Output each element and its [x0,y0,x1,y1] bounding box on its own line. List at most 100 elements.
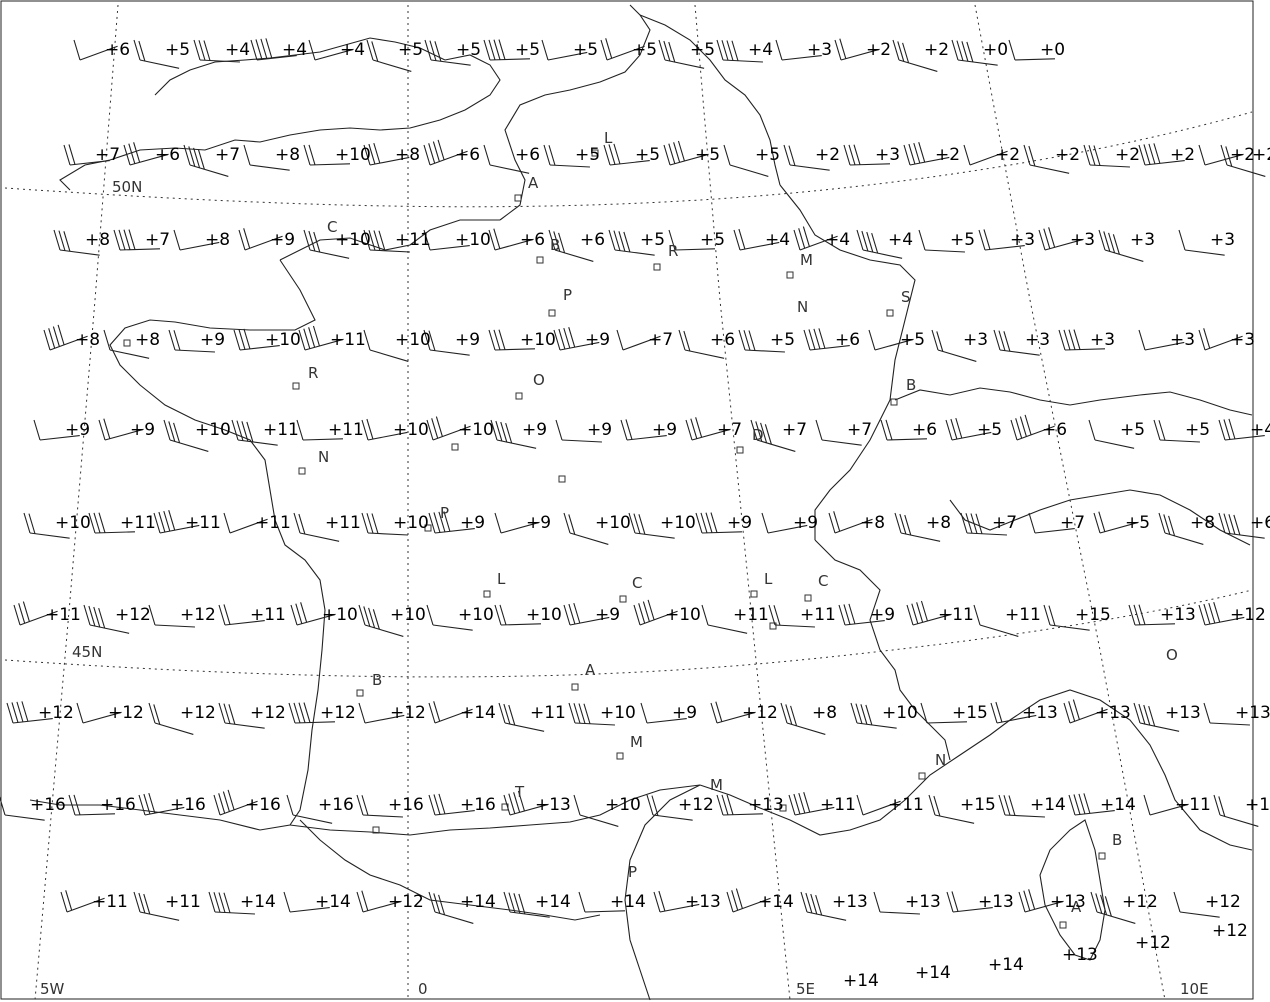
temperature-value: +14 [535,892,571,912]
wind-barb [928,794,975,824]
city-letter: B [906,376,916,394]
med-coast-france [699,719,1011,836]
wind-barb [250,38,297,61]
temperature-value: +7 [648,330,673,350]
wind-barb [1198,328,1243,351]
temperature-value: +5 [900,330,925,350]
wind-barb [803,328,850,351]
temperature-value: +8 [275,145,300,165]
temperature-value: +9 [587,420,612,440]
station-marker [779,804,787,812]
temperature-value: +7 [717,420,742,440]
wind-barb [426,416,471,441]
wind-barb [868,329,914,351]
temperature-value: +8 [85,230,110,250]
wind-barb [1093,511,1139,534]
station-marker [571,683,579,691]
temperature-value: +11 [1175,795,1211,815]
temperature-value: +13 [905,892,941,912]
low-countries-coast [639,14,781,186]
label-0: 0 [418,980,428,998]
city-letter: P [628,863,637,881]
wind-barb [1218,512,1265,539]
wind-barb [873,891,920,915]
wind-barb [494,604,541,626]
temperature-value: +11 [733,605,769,625]
city-letters: A C B R M P L N S R O B D N P L C L C A B M T P M N B A O [308,129,1178,916]
city-letter: M [800,251,813,269]
city-letter: B [550,236,560,254]
temperature-value: +3 [1130,230,1155,250]
wind-barb [1213,794,1259,827]
temperature-value: +11 [92,892,128,912]
temperature-value: +3 [1090,330,1115,350]
wind-barb [946,891,993,913]
city-letter: C [632,574,642,592]
temperature-value: +12 [1212,921,1248,941]
wind-barb [33,419,80,441]
station-marker [769,622,777,630]
temperature-value: +13 [1022,703,1058,723]
graticule [4,4,1253,1001]
temperature-value: +9 [793,513,818,533]
temperature-value: +14 [610,892,646,912]
temperature-value: +11 [45,605,81,625]
wind-barb [63,144,110,166]
temperature-value: +13 [748,795,784,815]
wind-barb [793,226,838,251]
temperature-value: +5 [165,40,190,60]
label-45n: 45N [72,643,102,661]
temperature-value: +5 [690,40,715,60]
temperature-value: +3 [1025,330,1050,350]
station-marker [804,594,812,602]
temperature-value: +13 [1235,703,1270,723]
temperature-value: +12 [388,892,424,912]
wind-barb [616,329,661,351]
wind-barb [83,604,130,634]
temperature-value: +11 [120,513,156,533]
station-marker [548,309,556,317]
wind-barb [193,39,240,63]
wind-barb [423,329,470,356]
wind-barb [483,144,530,174]
wind-barb [678,329,725,359]
temperature-value: +12 [1135,933,1171,953]
temperature-value: +11 [330,330,366,350]
wind-barb [286,794,333,824]
temperature-value: +10 [335,145,371,165]
wind-barb [668,229,715,251]
label-5w: 5W [40,980,65,998]
station-marker [514,194,522,202]
temperature-value: +10 [526,605,562,625]
meridian-10e [974,4,1166,1001]
wind-barb [168,329,215,353]
wind-barb [23,512,70,539]
temperature-value: +10 [265,330,301,350]
wind-barb [288,702,335,724]
temperature-value: +3 [807,40,832,60]
temperature-value: +3 [1010,230,1035,250]
label-10e: 10E [1180,980,1209,998]
wind-barb [640,702,687,724]
wind-barb [738,329,785,353]
temperature-value: +16 [170,795,206,815]
wind-barb [788,792,835,816]
label-5e: 5E [796,980,815,998]
wind-barb [834,38,880,61]
temperature-value: +12 [115,605,151,625]
temperature-value: +11 [250,605,286,625]
wind-barb [6,701,53,724]
temperature-value: +10 [55,513,91,533]
station-marker [918,772,926,780]
station-marker [515,392,523,400]
graticule-labels: 5W 0 5E 10E 50N 45N [40,178,1209,998]
wind-barb [490,419,537,449]
temperature-value: +5 [755,145,780,165]
temperature-value: +12 [180,703,216,723]
city-letter: M [710,776,723,794]
temperature-value: +10 [395,330,431,350]
city-letter: N [318,448,329,466]
wind-barb [716,794,763,816]
city-letter: O [1166,646,1178,664]
